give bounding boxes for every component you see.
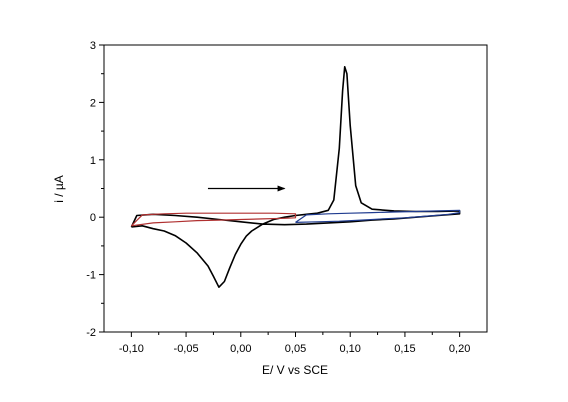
series-line-1 [130, 66, 461, 288]
x-tick-label: -0,05 [174, 343, 199, 355]
y-tick-label: 0 [90, 212, 96, 224]
x-tick-label: -0,10 [119, 343, 144, 355]
x-tick-label: 0,15 [394, 343, 415, 355]
series-layer [130, 66, 461, 288]
y-tick-label: 1 [90, 155, 96, 167]
y-tick-label: -1 [86, 270, 96, 282]
series-line-2 [130, 212, 297, 227]
x-tick-label: 0,20 [449, 343, 470, 355]
x-tick-label: 0,05 [285, 343, 306, 355]
x-tick-label: 0,10 [340, 343, 361, 355]
series-line-3 [295, 209, 461, 223]
x-axis-ticks: -0,10 -0,05 0,00 0,05 0,10 0,15 0,20 [119, 332, 470, 355]
y-tick-label: 2 [90, 97, 96, 109]
y-axis-label: i / µA [52, 175, 66, 203]
x-tick-label: 0,00 [230, 343, 251, 355]
plot-frame [103, 44, 488, 333]
y-tick-label: 3 [90, 40, 96, 52]
y-tick-label: -2 [86, 327, 96, 339]
x-axis-label: E/ V vs SCE [262, 363, 328, 377]
y-axis-ticks: -2 -1 0 1 2 3 [86, 40, 104, 339]
